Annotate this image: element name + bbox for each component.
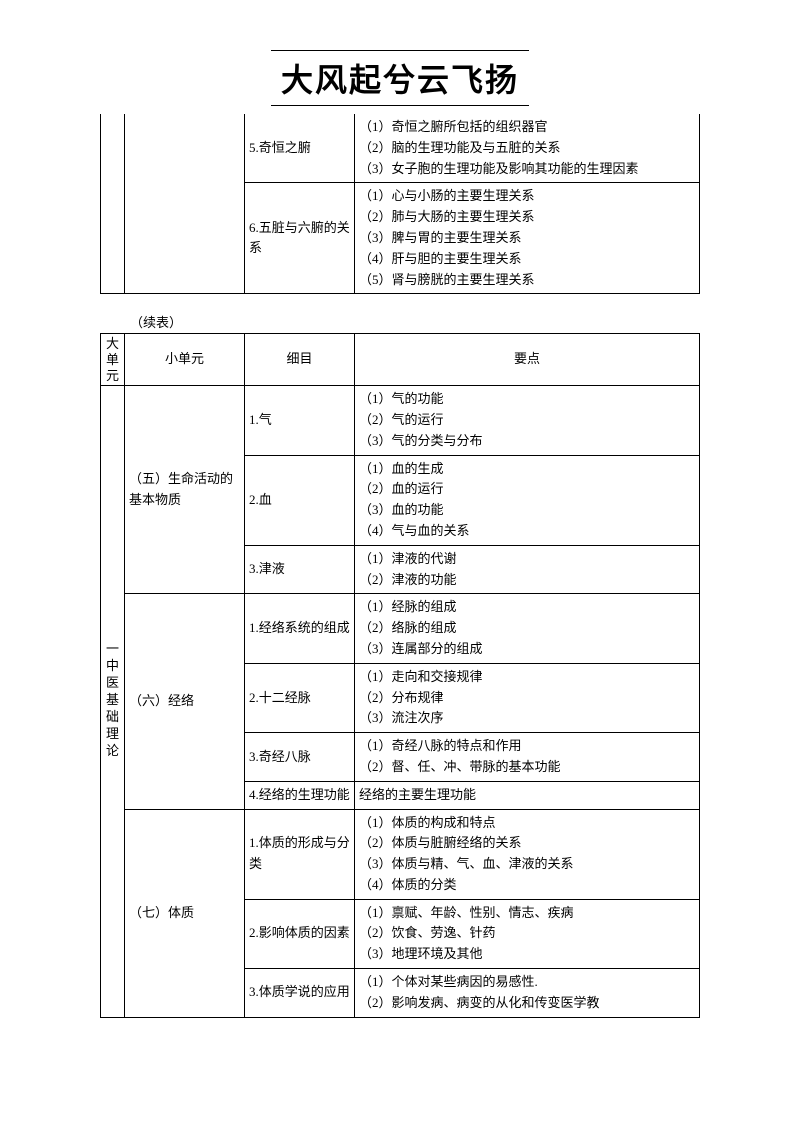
detail-cell: 1.经络系统的组成 (245, 594, 355, 663)
point-cell: （1）血的生成 （2）血的运行 （3）血的功能 （4）气与血的关系 (355, 455, 700, 545)
header-detail: 细目 (245, 334, 355, 386)
header-row: 大单元 小单元 细目 要点 (101, 334, 700, 386)
point-cell: （1）气的功能 （2）气的运行 （3）气的分类与分布 (355, 386, 700, 455)
big-unit-cell: 一中医基础理论 (101, 386, 125, 1018)
detail-cell: 3.体质学说的应用 (245, 969, 355, 1018)
detail-cell: 2.血 (245, 455, 355, 545)
point-cell: （1）个体对某些病因的易感性. （2）影响发病、病变的从化和传变医学教 (355, 969, 700, 1018)
detail-cell: 3.津液 (245, 545, 355, 594)
big-unit-label: 一中医基础理论 (106, 641, 120, 759)
detail-cell: 3.奇经八脉 (245, 733, 355, 782)
table-row: 5.奇恒之腑 （1）奇恒之腑所包括的组织器官 （2）脑的生理功能及与五脏的关系 … (101, 114, 700, 183)
page-title: 大风起兮云飞扬 (271, 50, 529, 106)
sub-cell: （五）生命活动的基本物质 (125, 386, 245, 594)
table-row: 一中医基础理论 （五）生命活动的基本物质 1.气 （1）气的功能 （2）气的运行… (101, 386, 700, 455)
header-sub: 小单元 (125, 334, 245, 386)
detail-cell: 1.体质的形成与分类 (245, 809, 355, 899)
point-cell: （1）体质的构成和特点 （2）体质与脏腑经络的关系 （3）体质与精、气、血、津液… (355, 809, 700, 899)
point-cell: （1）经脉的组成 （2）络脉的组成 （3）连属部分的组成 (355, 594, 700, 663)
detail-cell: 5.奇恒之腑 (245, 114, 355, 183)
unit-cell (101, 114, 125, 294)
point-cell: （1）津液的代谢 （2）津液的功能 (355, 545, 700, 594)
point-cell: （1）禀赋、年龄、性别、情志、疾病 （2）饮食、劳逸、针药 （3）地理环境及其他 (355, 899, 700, 968)
point-cell: （1）奇经八脉的特点和作用 （2）督、任、冲、带脉的基本功能 (355, 733, 700, 782)
sub-cell: （七）体质 (125, 809, 245, 1017)
header-point: 要点 (355, 334, 700, 386)
outline-table-2: 大单元 小单元 细目 要点 一中医基础理论 （五）生命活动的基本物质 1.气 （… (100, 333, 700, 1017)
table-row: （六）经络 1.经络系统的组成 （1）经脉的组成 （2）络脉的组成 （3）连属部… (101, 594, 700, 663)
outline-table-1: 5.奇恒之腑 （1）奇恒之腑所包括的组织器官 （2）脑的生理功能及与五脏的关系 … (100, 114, 700, 294)
sub-cell (125, 114, 245, 294)
detail-cell: 2.影响体质的因素 (245, 899, 355, 968)
detail-cell: 6.五脏与六腑的关系 (245, 183, 355, 294)
table-row: （七）体质 1.体质的形成与分类 （1）体质的构成和特点 （2）体质与脏腑经络的… (101, 809, 700, 899)
point-cell: （1）心与小肠的主要生理关系 （2）肺与大肠的主要生理关系 （3）脾与胃的主要生… (355, 183, 700, 294)
detail-cell: 1.气 (245, 386, 355, 455)
point-cell: 经络的主要生理功能 (355, 781, 700, 809)
point-cell: （1）走向和交接规律 （2）分布规律 （3）流注次序 (355, 663, 700, 732)
sub-cell: （六）经络 (125, 594, 245, 809)
point-cell: （1）奇恒之腑所包括的组织器官 （2）脑的生理功能及与五脏的关系 （3）女子胞的… (355, 114, 700, 183)
continued-label: （续表） (130, 312, 700, 331)
header-unit: 大单元 (101, 334, 125, 386)
detail-cell: 2.十二经脉 (245, 663, 355, 732)
detail-cell: 4.经络的生理功能 (245, 781, 355, 809)
